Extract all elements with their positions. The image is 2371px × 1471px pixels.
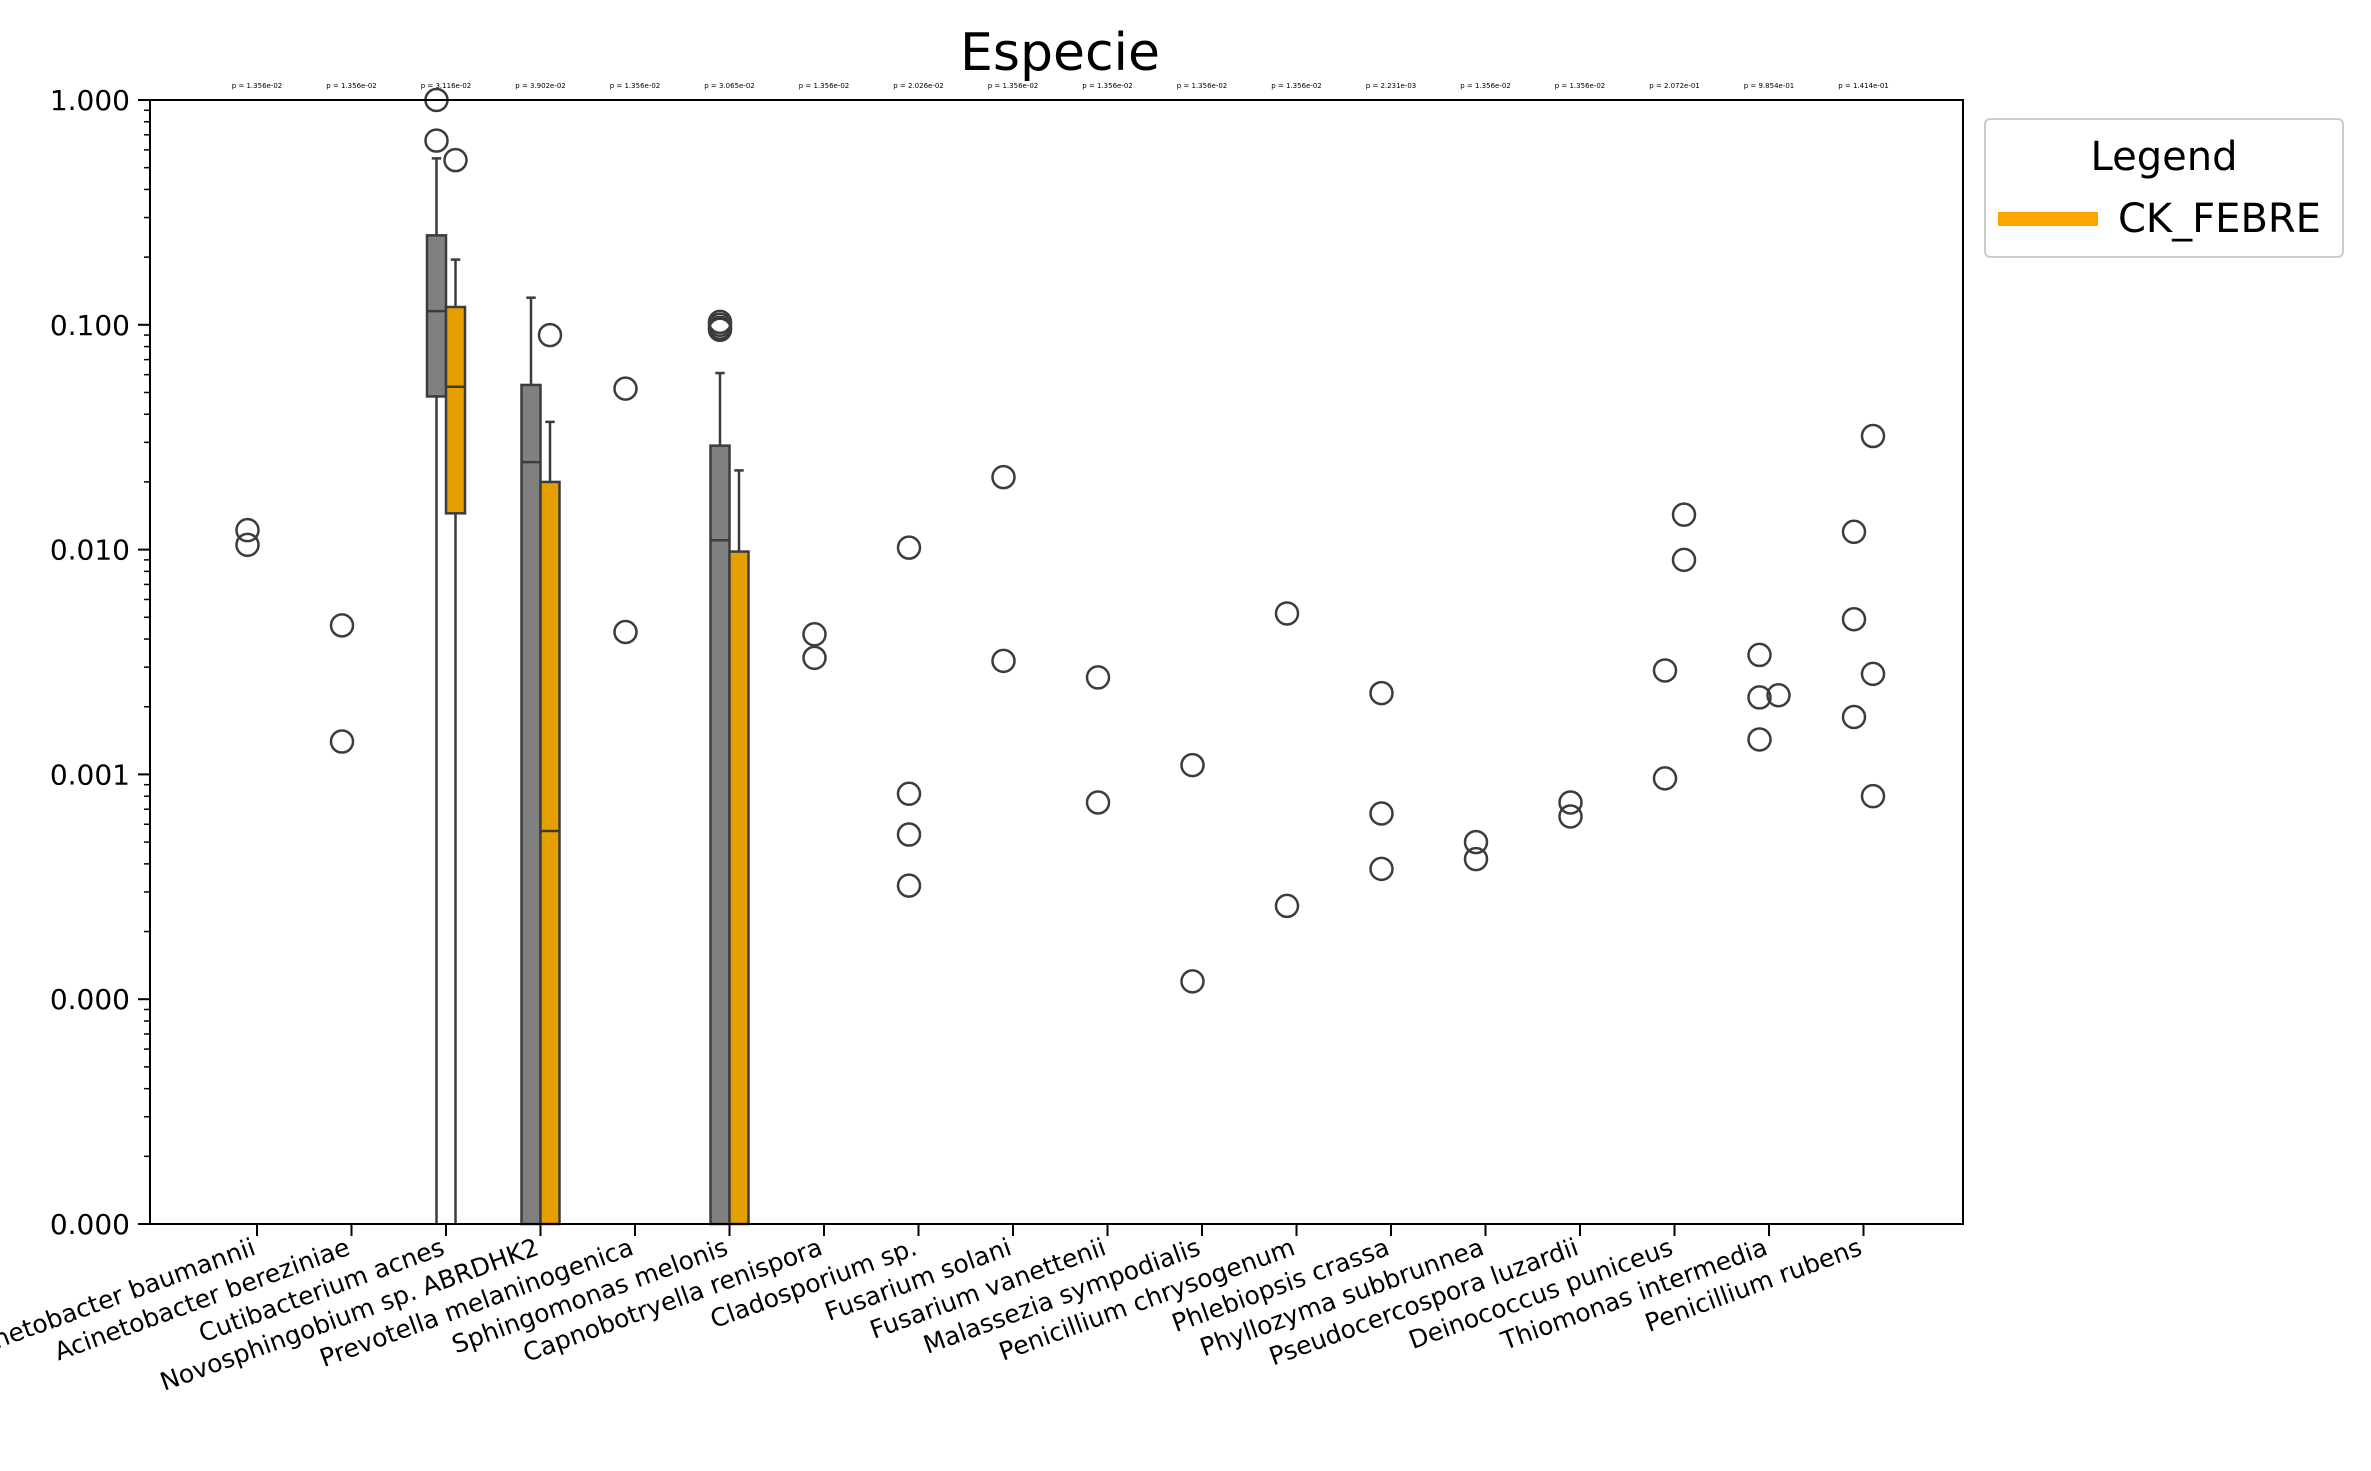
outlier-point (1841, 606, 1867, 632)
p-value-label: p = 1.356e-02 (232, 82, 283, 90)
box-a (425, 234, 448, 398)
outlier-point (424, 128, 449, 153)
outlier-point (235, 517, 260, 543)
outlier-point (1860, 423, 1886, 449)
outlier-point (613, 376, 638, 401)
y-tick-label: 0.001 (50, 758, 130, 791)
p-value-label: p = 2.231e-03 (1366, 82, 1417, 90)
chart-title: Especie (960, 23, 1160, 83)
outlier-point (1860, 661, 1886, 687)
y-tick-label: 0.000 (50, 1208, 130, 1241)
outlier-point (613, 619, 638, 645)
outlier-point (1860, 783, 1886, 809)
outlier-point (1841, 704, 1867, 730)
legend-title: Legend (2090, 134, 2238, 180)
outlier-point (1180, 969, 1205, 994)
outlier-point (1747, 685, 1772, 710)
p-value-label: p = 3.902e-02 (515, 82, 566, 90)
outlier-point (1180, 752, 1205, 778)
axes-frame (149, 99, 1964, 1225)
outlier-point (707, 317, 733, 343)
y-tick-label: 0.000 (50, 983, 130, 1016)
outlier-point (235, 532, 260, 558)
outlier-point (991, 464, 1016, 490)
p-value-label: p = 3.116e-02 (421, 82, 472, 90)
outlier-point (1747, 642, 1772, 668)
legend: Legend CK_FEBRE (1984, 118, 2344, 258)
p-value-label: p = 1.356e-02 (988, 82, 1039, 90)
box-a (709, 444, 731, 1226)
outlier-point (802, 622, 827, 647)
box-b (728, 550, 750, 1226)
outlier-point (1747, 727, 1772, 752)
outlier-point (1671, 547, 1697, 573)
p-value-label: p = 9.854e-01 (1744, 82, 1795, 90)
outlier-point (1652, 658, 1678, 683)
p-value-label: p = 1.356e-02 (1177, 82, 1228, 90)
outlier-point (443, 147, 468, 173)
outlier-point (1671, 502, 1697, 527)
outlier-point (1369, 856, 1394, 882)
plot-area: 0.0000.0000.0010.0100.1001.000Acinetobac… (0, 82, 1889, 1397)
p-value-label: p = 1.356e-02 (1555, 82, 1606, 90)
p-value-label: p = 1.356e-02 (326, 82, 377, 90)
p-value-label: p = 1.356e-02 (799, 82, 850, 90)
outlier-point (802, 645, 827, 671)
p-value-label: p = 2.026e-02 (893, 82, 944, 90)
box-b (539, 480, 561, 1226)
outlier-point (537, 322, 563, 348)
y-tick-label: 1.000 (50, 84, 130, 117)
y-tick-label: 0.100 (50, 309, 130, 342)
p-value-label: p = 1.356e-02 (1271, 82, 1322, 90)
p-value-label: p = 1.414e-01 (1838, 82, 1889, 90)
legend-swatch-ck-febre (1998, 212, 2098, 226)
outlier-point (1558, 790, 1583, 815)
outlier-point (1463, 846, 1489, 872)
outlier-point (896, 535, 922, 560)
p-value-label: p = 1.356e-02 (610, 82, 661, 90)
outlier-point (1274, 893, 1300, 919)
legend-label-ck-febre: CK_FEBRE (2118, 196, 2321, 242)
box-a (520, 383, 542, 1226)
outlier-point (329, 613, 355, 638)
outlier-point (1369, 801, 1394, 826)
p-value-label: p = 1.356e-02 (1082, 82, 1133, 90)
outlier-point (896, 781, 922, 807)
p-value-label: p = 1.356e-02 (1460, 82, 1511, 90)
box-b (444, 305, 467, 515)
outlier-point (1766, 682, 1791, 708)
outlier-point (1274, 601, 1300, 626)
outlier-point (1085, 665, 1111, 690)
outlier-point (1841, 519, 1867, 545)
outlier-point (1463, 829, 1489, 855)
outlier-point (1558, 804, 1583, 829)
y-tick-label: 0.010 (50, 534, 130, 567)
outlier-point (1085, 790, 1111, 815)
outlier-point (1652, 766, 1678, 791)
outlier-point (1369, 680, 1394, 706)
outlier-point (991, 648, 1016, 674)
outlier-point (896, 822, 922, 847)
outlier-point (896, 873, 922, 898)
p-value-label: p = 3.065e-02 (704, 82, 755, 90)
outlier-point (329, 729, 355, 754)
p-value-label: p = 2.072e-01 (1649, 82, 1700, 90)
